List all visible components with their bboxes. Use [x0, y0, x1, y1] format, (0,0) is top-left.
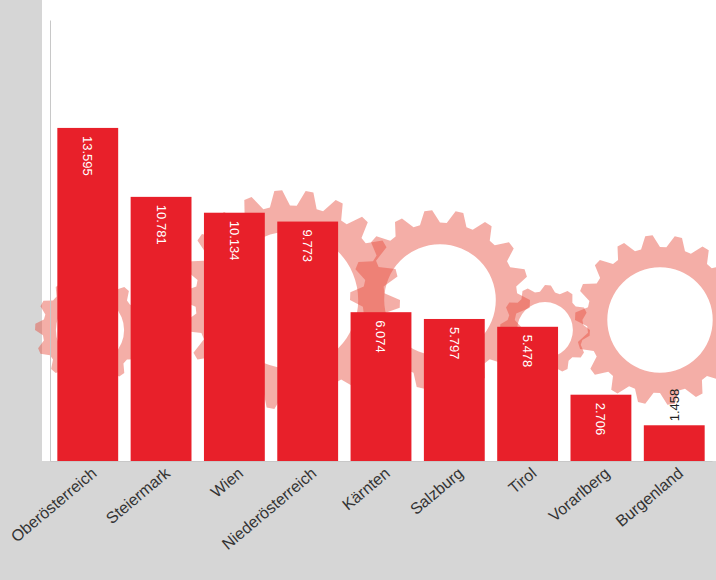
x-tick-label: Niederösterreich — [219, 464, 320, 552]
bar — [644, 425, 705, 461]
bar — [57, 128, 118, 461]
x-tick: Tirol — [505, 461, 539, 497]
chart: OberösterreichSteiermark WienNiederösterr… — [0, 0, 716, 580]
x-tick-label: Steiermark — [103, 464, 174, 527]
bar — [351, 312, 412, 461]
data-label: 10.134 — [227, 221, 242, 261]
x-tick: Kärnten — [339, 461, 393, 513]
x-tick-label: Wien — [207, 464, 246, 500]
x-tick-label: Vorarlberg — [545, 464, 612, 524]
data-label: 5.478 — [520, 335, 535, 368]
x-tick: Salzburg — [407, 461, 466, 518]
x-tick-label: Oberösterreich — [8, 464, 100, 545]
x-axis-line — [51, 461, 713, 462]
bar — [131, 197, 192, 461]
x-tick: Niederösterreich — [219, 461, 320, 553]
x-tick: Vorarlberg — [545, 461, 612, 525]
data-label: 5.797 — [447, 327, 462, 360]
gear — [575, 235, 716, 404]
data-label: 2.706 — [593, 403, 608, 436]
data-label: 13.595 — [80, 136, 95, 176]
x-tick-label: Kärnten — [339, 464, 393, 513]
data-label: 6.074 — [373, 320, 388, 353]
data-label: 9.773 — [300, 230, 315, 263]
data-label: 1.458 — [667, 389, 682, 422]
bar — [277, 222, 338, 461]
x-tick-label: Burgenland — [613, 464, 687, 530]
bar — [571, 395, 632, 461]
y-axis-line — [50, 21, 51, 462]
data-label: 10.781 — [154, 205, 169, 245]
x-axis: OberösterreichSteiermark WienNiederösterr… — [8, 461, 713, 553]
bar — [497, 327, 558, 461]
data-labels: 13.595 10.781 10.134 9.773 6.074 5.797 5.478 2.… — [80, 136, 682, 435]
bar — [204, 213, 265, 461]
x-tick: Steiermark — [103, 461, 174, 527]
x-tick: Burgenland — [613, 461, 687, 530]
x-tick: Wien — [207, 461, 246, 501]
y-axis — [50, 21, 51, 462]
bars — [57, 128, 704, 461]
x-tick-label: Tirol — [505, 464, 539, 497]
x-tick-label: Salzburg — [407, 464, 466, 518]
bar — [424, 319, 485, 461]
x-tick: Oberösterreich — [8, 461, 100, 545]
